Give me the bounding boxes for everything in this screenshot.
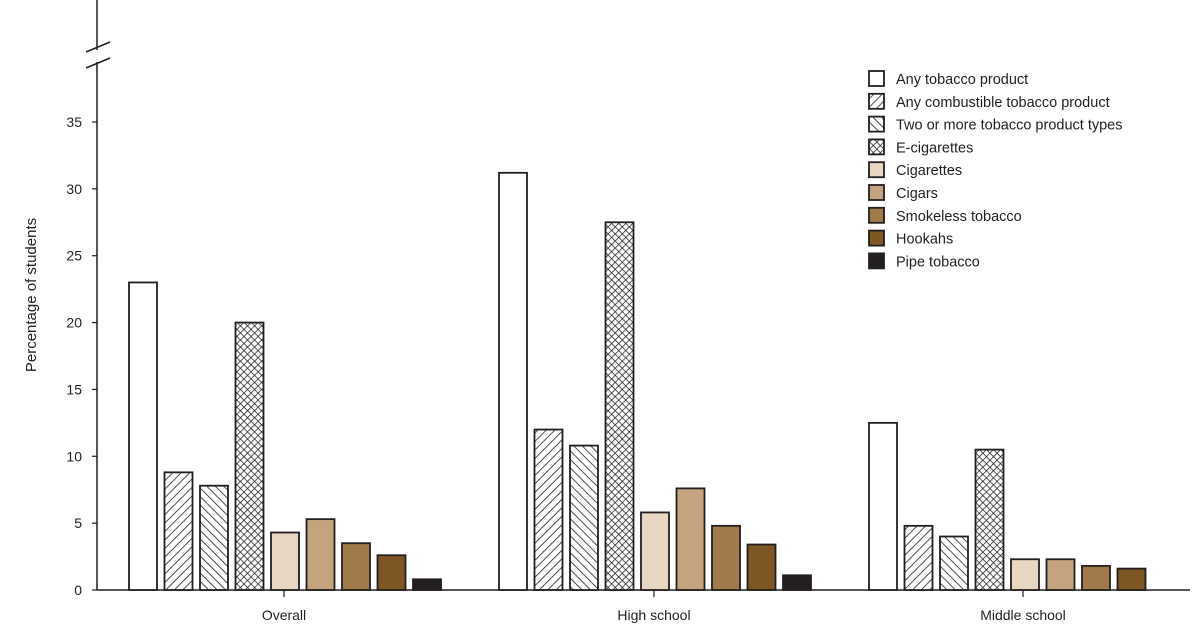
bar [270, 531, 300, 591]
y-tick-label: 15 [66, 381, 82, 397]
bar [782, 574, 812, 591]
legend-label: Any combustible tobacco product [896, 95, 1110, 111]
x-tick-label: Overall [262, 607, 306, 623]
legend-swatch [868, 115, 885, 133]
legend-swatch [868, 70, 885, 87]
bar [128, 281, 158, 591]
legend-swatch [868, 206, 885, 224]
legend-swatch [868, 229, 885, 247]
bar [868, 421, 898, 591]
bar [234, 321, 265, 591]
bar [533, 428, 564, 591]
legend-label: E-cigarettes [896, 140, 973, 156]
bar [412, 578, 442, 591]
bar [569, 444, 599, 591]
bar [974, 448, 1005, 591]
y-tick-label: 20 [66, 315, 82, 331]
bar [711, 524, 741, 591]
y-tick-label: 25 [66, 248, 82, 264]
axis-break-mark [85, 41, 111, 53]
y-tick-label: 10 [66, 448, 82, 464]
legend-label: Two or more tobacco product types [896, 118, 1122, 134]
bar [746, 543, 777, 591]
bar [305, 518, 336, 591]
bar [376, 554, 407, 591]
legend-swatch [868, 252, 885, 270]
bar [604, 221, 635, 591]
legend-swatch [868, 161, 885, 179]
legend-swatch [868, 184, 885, 201]
y-tick-label: 30 [66, 181, 82, 197]
bar [498, 171, 528, 591]
legend-label: Cigars [896, 186, 938, 202]
bar [199, 484, 229, 591]
bar [163, 471, 194, 591]
legend-swatch [868, 92, 885, 110]
bar [1081, 565, 1111, 591]
y-tick-label: 35 [66, 114, 82, 130]
legend-label: Pipe tobacco [896, 254, 980, 270]
bar [903, 524, 934, 591]
bar [675, 487, 706, 591]
legend: Any tobacco product Any combustible tobac… [868, 70, 1122, 270]
legend-label: Any tobacco product [896, 72, 1028, 88]
legend-label: Smokeless tobacco [896, 209, 1022, 225]
x-tick-label: High school [617, 607, 690, 623]
y-tick-label: 5 [74, 515, 82, 531]
bar [1116, 567, 1147, 591]
bar [939, 535, 969, 591]
bar [1045, 558, 1076, 591]
bar [1010, 558, 1040, 591]
legend-label: Hookahs [896, 232, 953, 248]
y-axis-label: Percentage of students [23, 218, 40, 372]
bars [128, 171, 1147, 591]
legend-label: Cigarettes [896, 163, 962, 179]
bar [640, 511, 670, 591]
legend-swatch [868, 138, 885, 156]
y-tick-label: 0 [74, 582, 82, 598]
axis-break-mark [85, 57, 111, 69]
x-tick-label: Middle school [980, 607, 1066, 623]
bar [341, 542, 371, 591]
